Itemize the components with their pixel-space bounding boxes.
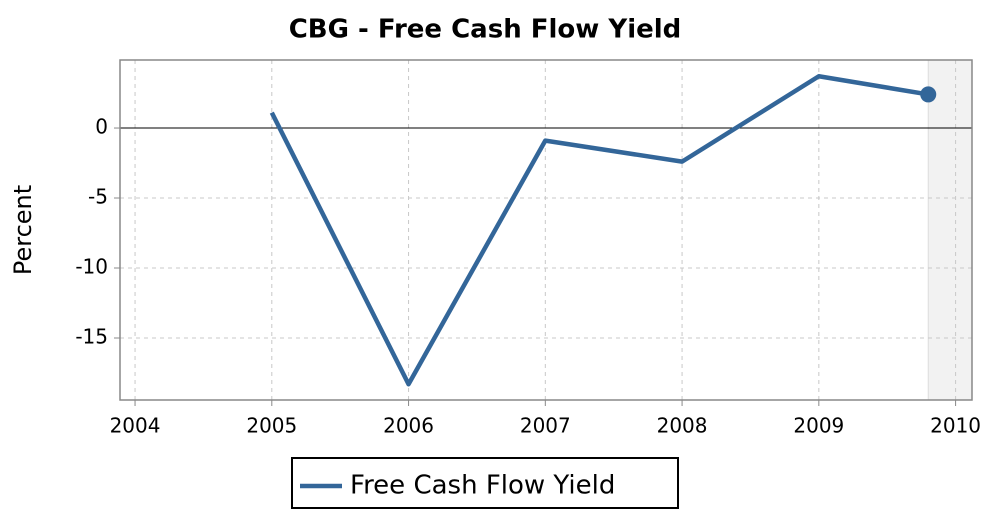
legend-label: Free Cash Flow Yield [350, 471, 615, 501]
plot-background [120, 60, 972, 400]
data-line [269, 73, 929, 387]
chart-title: CBG - Free Cash Flow Yield [289, 15, 682, 45]
y-tick-label: 0 [95, 115, 108, 139]
last-point-marker [920, 86, 937, 103]
y-tick-label: -15 [75, 324, 108, 348]
x-tick-label: 2006 [383, 414, 434, 438]
x-tick-label: 2005 [246, 414, 297, 438]
plot-frame [119, 59, 973, 401]
x-tick-label: 2008 [657, 414, 708, 438]
shaded-region [927, 59, 973, 401]
y-tick-label: -10 [75, 255, 108, 279]
x-tick-label: 2010 [930, 414, 981, 438]
y-axis-label: Percent [9, 185, 37, 275]
x-tick-label: 2007 [520, 414, 571, 438]
x-tick-label: 2009 [793, 414, 844, 438]
y-tick-label: -5 [88, 185, 108, 209]
x-tick-label: 2004 [110, 414, 161, 438]
legend-box [291, 457, 679, 509]
